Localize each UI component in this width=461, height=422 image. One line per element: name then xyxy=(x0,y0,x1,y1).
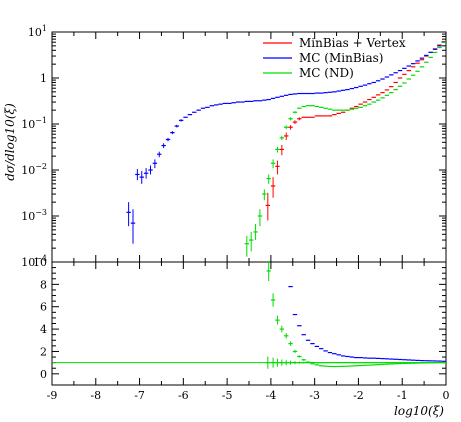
main-y-tick-label: 10−2 xyxy=(21,162,47,177)
ratio-series xyxy=(265,260,447,369)
ratio-x-tick-label: -7 xyxy=(134,389,145,402)
main-y-axis-label: dσ/dlog10(ξ) xyxy=(3,103,17,181)
main-panel: 10−4 10−3 10−2 10−1 1 101 dσ/dlog10(ξ) MinBia… xyxy=(3,24,447,269)
ratio-x-tick-label: 0 xyxy=(443,389,450,402)
ratio-panel: 0 2 4 6 8 10 -9 -8 -7 -6 -5 -4 -3 -2 -1 0 log10(ξ) xyxy=(33,256,450,418)
ratio-x-tick-label: -1 xyxy=(397,389,408,402)
ratio-y-tick-label: 0 xyxy=(40,368,47,381)
legend-entry: MinBias + Vertex xyxy=(299,36,406,50)
main-y-tick-label: 10−1 xyxy=(21,116,47,131)
main-y-tick-label: 101 xyxy=(28,24,47,39)
ratio-y-ticks: 0 2 4 6 8 10 xyxy=(33,256,446,381)
main-series xyxy=(126,40,447,257)
ratio-y-tick-label: 10 xyxy=(33,256,47,269)
ratio-x-tick-label: -8 xyxy=(90,389,101,402)
ratio-series-minbias-vertex xyxy=(265,356,447,369)
main-x-ticks xyxy=(51,32,447,262)
ratio-plot-frame xyxy=(51,261,447,386)
series-mc-nd- xyxy=(244,41,447,257)
ratio-y-tick-label: 8 xyxy=(40,278,47,291)
main-y-tick-label: 10−3 xyxy=(21,208,47,223)
ratio-x-axis-label: log10(ξ) xyxy=(394,404,444,418)
ratio-x-tick-label: -5 xyxy=(222,389,233,402)
ratio-y-tick-label: 6 xyxy=(40,301,47,314)
main-y-ticks: 10−4 10−3 10−2 10−1 1 101 xyxy=(21,24,446,269)
main-y-tick-label: 10−4 xyxy=(21,254,47,269)
series-minbias-vertex xyxy=(265,40,447,221)
ratio-y-tick-label: 2 xyxy=(40,345,47,358)
ratio-x-tick-label: -3 xyxy=(309,389,320,402)
main-plot-frame xyxy=(51,31,447,263)
ratio-y-tick-label: 4 xyxy=(40,323,47,336)
ratio-series-mc-minbias- xyxy=(288,286,447,362)
ratio-x-tick-label: -4 xyxy=(266,389,277,402)
ratio-x-tick-label: -2 xyxy=(353,389,364,402)
main-y-tick-label: 1 xyxy=(40,72,47,85)
ratio-x-tick-label: -6 xyxy=(178,389,189,402)
legend-entry: MC (ND) xyxy=(299,66,354,80)
ratio-x-ticks: -9 -8 -7 -6 -5 -4 -3 -2 -1 0 xyxy=(47,262,450,402)
ratio-series-mc-nd- xyxy=(266,260,447,368)
legend-entry: MC (MinBias) xyxy=(299,51,383,65)
series-mc-minbias- xyxy=(126,41,447,244)
ratio-x-tick-label: -9 xyxy=(47,389,58,402)
